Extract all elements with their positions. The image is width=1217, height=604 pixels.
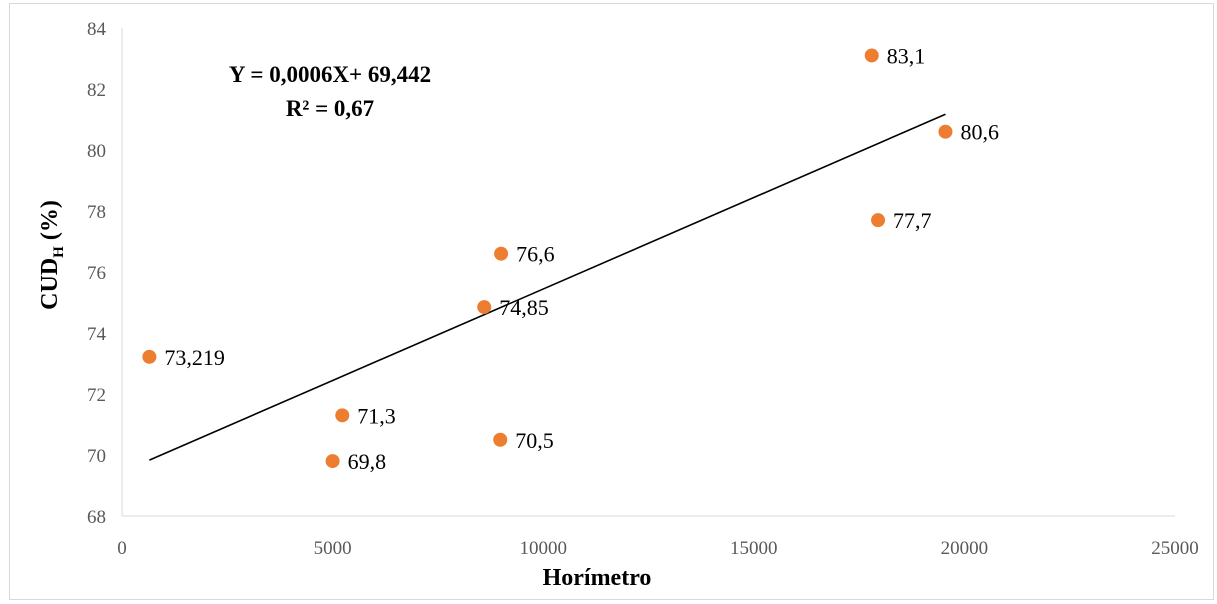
y-tick-labels: 68 70 72 74 76 78 80 82 84 (87, 19, 107, 528)
y-tick-label: 70 (87, 446, 106, 467)
y-axis-title-suffix: (%) (37, 200, 63, 246)
data-point (325, 454, 340, 469)
trendline (149, 113, 946, 461)
data-point (871, 213, 886, 228)
y-tick-label: 84 (87, 19, 107, 40)
data-label: 80,6 (960, 120, 999, 145)
x-axis-title: Horímetro (543, 565, 652, 591)
x-tick-labels: 0 5000 10000 15000 20000 25000 (117, 538, 1199, 559)
y-tick-label: 72 (87, 385, 106, 406)
data-point (493, 432, 508, 447)
y-tick-label: 82 (87, 80, 106, 101)
data-label: 77,7 (893, 208, 932, 233)
data-point (142, 349, 157, 364)
data-label: 70,5 (515, 428, 554, 453)
y-tick-label: 76 (87, 263, 106, 284)
chart-frame (9, 3, 1214, 600)
data-point (477, 300, 492, 315)
x-tick-label: 10000 (519, 538, 567, 559)
y-axis-title-subscript: H (51, 246, 67, 258)
data-point (864, 48, 879, 63)
data-label: 76,6 (516, 242, 555, 267)
data-points (142, 48, 953, 469)
data-point (938, 124, 953, 139)
y-axis-title-main: CUD (37, 258, 63, 310)
data-label: 83,1 (887, 43, 926, 68)
x-tick-label: 15000 (730, 538, 778, 559)
data-label: 73,219 (164, 345, 225, 370)
data-label: 71,3 (357, 403, 396, 428)
y-tick-label: 74 (87, 324, 107, 345)
data-label: 69,8 (348, 449, 387, 474)
regression-equation: Y = 0,0006X+ 69,442 (229, 62, 431, 87)
x-tick-label: 20000 (941, 538, 989, 559)
axes (121, 28, 1175, 517)
r-squared: R² = 0,67 (286, 96, 374, 121)
data-label: 74,85 (499, 295, 549, 320)
data-point (494, 246, 509, 261)
y-tick-label: 80 (87, 141, 106, 162)
x-tick-label: 0 (117, 538, 127, 559)
x-tick-label: 5000 (314, 538, 352, 559)
y-axis-title: CUDH (%) (37, 200, 67, 310)
data-point (335, 408, 350, 423)
x-tick-label: 25000 (1151, 538, 1199, 559)
y-tick-label: 68 (87, 507, 106, 528)
y-tick-label: 78 (87, 202, 106, 223)
data-labels: 73,219 69,8 71,3 74,85 76,6 70,5 83,1 77,7 80,6 (164, 43, 999, 474)
